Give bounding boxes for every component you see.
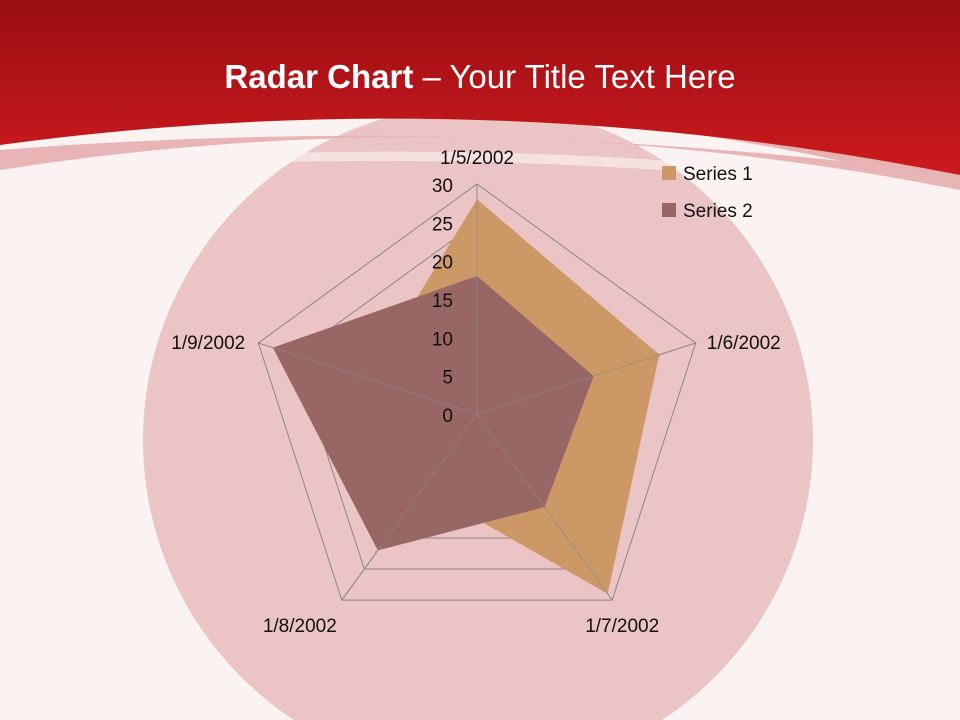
grid-ring — [257, 183, 697, 601]
tick-label: 5 — [442, 368, 453, 389]
legend-swatch-1 — [662, 166, 676, 180]
legend-label-2: Series 2 — [683, 201, 753, 222]
legend-label-1: Series 1 — [683, 164, 753, 185]
tick-label: 20 — [432, 253, 453, 274]
body-fill — [0, 151, 960, 200]
category-label: 1/5/2002 — [440, 148, 514, 169]
category-label: 1/8/2002 — [263, 616, 337, 637]
legend-swatch-2 — [662, 203, 676, 217]
header-band — [0, 0, 960, 175]
axis-spoke — [258, 342, 478, 415]
category-label: 1/6/2002 — [707, 333, 781, 354]
tick-label: 25 — [432, 214, 453, 235]
category-label: 1/7/2002 — [585, 616, 659, 637]
tick-label: 0 — [442, 406, 453, 427]
title-bold: Radar Chart — [224, 58, 414, 95]
axis-spoke — [341, 413, 478, 601]
tick-label: 10 — [432, 329, 453, 350]
tick-label: 15 — [432, 291, 453, 312]
tick-label: 30 — [432, 176, 453, 197]
axis-spoke — [476, 342, 696, 415]
slide-title: Radar Chart – Your Title Text Here — [0, 58, 960, 96]
series-area-2 — [272, 276, 594, 551]
title-rest: – Your Title Text Here — [413, 58, 736, 95]
category-label: 1/9/2002 — [171, 333, 245, 354]
axis-spoke — [476, 413, 613, 601]
